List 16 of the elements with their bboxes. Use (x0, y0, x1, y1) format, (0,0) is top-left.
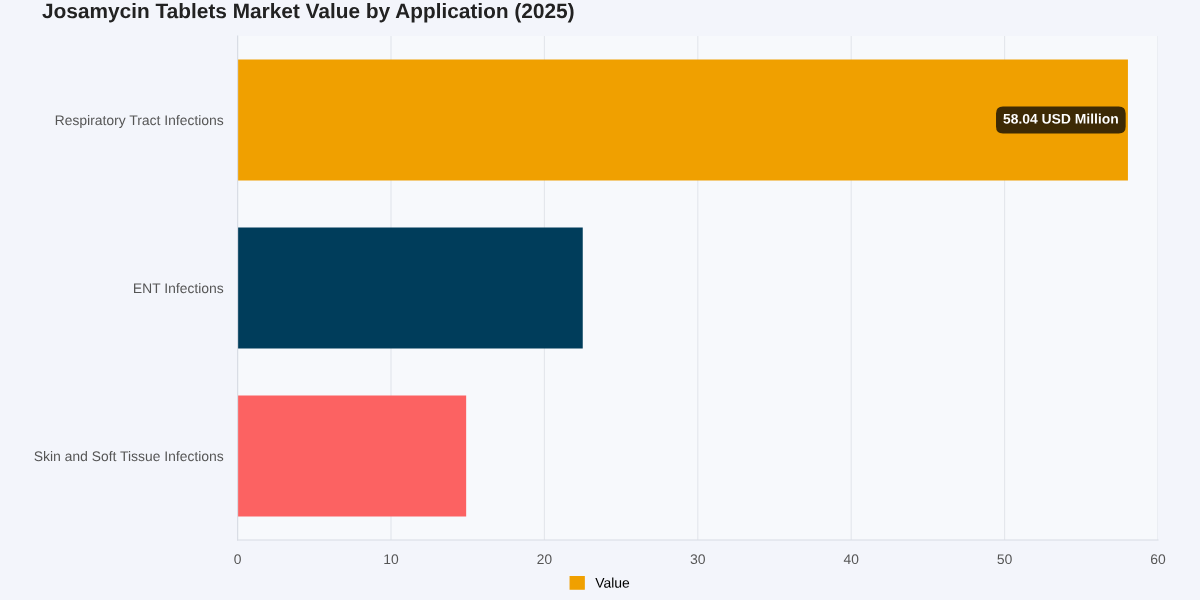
y-tick-label: Respiratory Tract Infections (55, 114, 224, 128)
legend-label: Value (595, 577, 630, 588)
x-tick-label: 30 (690, 554, 705, 565)
bar (237, 395, 467, 517)
data-label: 58.04 USD Million (1003, 113, 1118, 124)
x-tick-label: 0 (234, 554, 241, 565)
bar (237, 227, 583, 349)
x-tick-label: 60 (1150, 554, 1166, 565)
bar (237, 59, 1128, 181)
x-tick-label: 10 (384, 554, 399, 565)
x-tick-label: 50 (997, 554, 1012, 565)
x-tick-label: 40 (843, 554, 859, 565)
chart-title: Josamycin Tablets Market Value by Application (2025) (42, 3, 574, 23)
y-tick-label: ENT Infections (134, 282, 224, 294)
y-tick-label: Skin and Soft Tissue Infections (34, 450, 224, 462)
x-tick-label: 20 (537, 554, 552, 565)
